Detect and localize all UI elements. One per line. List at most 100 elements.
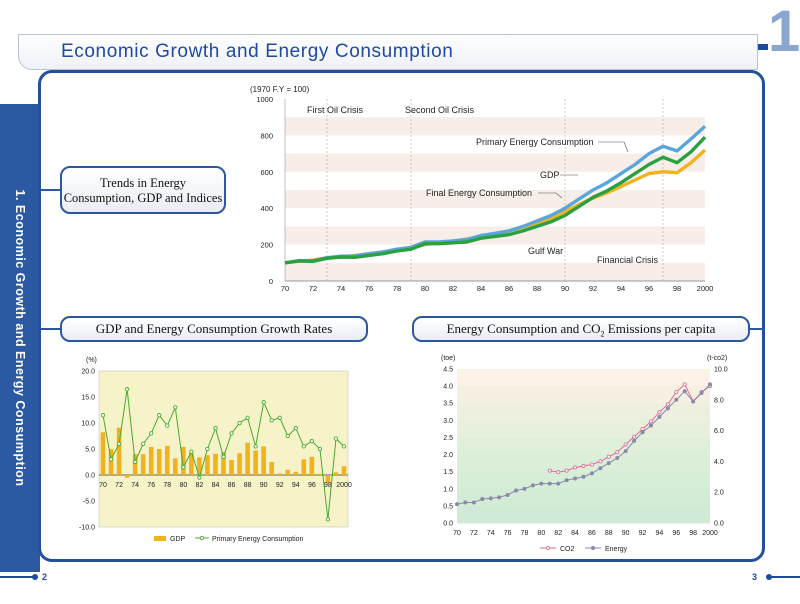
series-point-co2 — [615, 450, 620, 455]
chapter-number: 1 — [768, 0, 800, 64]
x-tick-label: 86 — [588, 530, 596, 537]
gdp-bar — [108, 449, 114, 475]
y-left-tick-label: 3.5 — [443, 401, 453, 408]
x-tick-label: 84 — [212, 482, 220, 489]
series-point-co2 — [623, 442, 628, 447]
y-tick-label: 400 — [260, 204, 273, 213]
plot-band — [457, 454, 710, 473]
series-point-energy — [606, 461, 611, 466]
series-point-energy — [682, 389, 687, 394]
x-tick-label: 2000 — [336, 482, 352, 489]
series-point-energy — [530, 483, 535, 488]
x-tick-label: 74 — [337, 284, 345, 293]
x-tick-label: 88 — [533, 284, 541, 293]
energy-growth-point — [269, 418, 274, 423]
energy-growth-point — [277, 415, 282, 420]
annotation-first-oil-crisis: First Oil Crisis — [307, 105, 363, 115]
x-tick-label: 80 — [537, 530, 545, 537]
gdp-bar — [197, 457, 202, 475]
x-tick-label: 98 — [324, 482, 332, 489]
x-tick-label: 94 — [656, 530, 664, 537]
energy-growth-point — [141, 441, 146, 446]
page-number-left: 2 — [42, 572, 47, 582]
y-left-tick-label: 4.0 — [443, 384, 453, 391]
label-co2-prefix: Energy Consumption and CO — [446, 321, 601, 336]
series-point-co2 — [547, 468, 552, 473]
plot-band — [457, 488, 710, 507]
x-tick-label: 72 — [115, 482, 123, 489]
energy-growth-point — [237, 420, 242, 426]
series-point-co2 — [581, 464, 586, 469]
legend-energy-label: Primary Energy Consumption — [212, 536, 304, 543]
y-axis-title: (%) — [86, 357, 97, 364]
label-growth: GDP and Energy Consumption Growth Rates — [60, 316, 368, 342]
x-tick-label: 94 — [292, 482, 300, 489]
y-left-title: (toe) — [441, 355, 455, 362]
x-tick-label: 76 — [365, 284, 373, 293]
x-tick-label: 78 — [163, 482, 171, 489]
annotation-gulf-war: Gulf War — [528, 246, 563, 256]
gdp-bar — [229, 459, 234, 475]
x-tick-label: 96 — [308, 482, 316, 489]
legend-gdp-swatch — [154, 536, 166, 541]
energy-growth-point — [285, 433, 290, 439]
energy-growth-point — [317, 446, 323, 452]
x-tick-label: 76 — [504, 530, 512, 537]
x-tick-label: 78 — [521, 530, 529, 537]
y-tick-label: 20.0 — [81, 369, 95, 376]
y-left-tick-label: 2.5 — [443, 435, 453, 442]
energy-growth-point — [124, 387, 130, 392]
series-point-co2 — [606, 454, 611, 459]
plot-stripe — [285, 208, 705, 227]
gdp-bar — [285, 469, 291, 475]
plot-band — [457, 471, 710, 490]
y-tick-label: 0 — [269, 277, 273, 286]
plot-stripe — [285, 153, 705, 172]
y-right-tick-label: 8.0 — [714, 397, 724, 404]
y-right-tick-label: 4.0 — [714, 459, 724, 466]
page-title: Economic Growth and Energy Consumption — [61, 41, 454, 62]
series-point-energy — [623, 449, 628, 454]
gdp-bar — [205, 455, 210, 475]
series-point-energy — [699, 390, 704, 395]
y-left-tick-label: 1.5 — [443, 469, 453, 476]
y-left-tick-label: 3.0 — [443, 418, 453, 425]
gdp-bar — [100, 432, 106, 475]
gdp-bar — [333, 472, 339, 475]
y-tick-label: 0.0 — [85, 473, 95, 480]
x-tick-label: 90 — [622, 530, 630, 537]
y-tick-label: 5.0 — [85, 447, 95, 454]
gdp-bar — [221, 452, 226, 475]
x-tick-label: 92 — [589, 284, 597, 293]
series-point-energy — [505, 492, 510, 497]
gdp-bar — [148, 446, 154, 475]
chart-co2-per-capita: (toe) (t-co2) 0.0 0.5 1.0 1.5 2.0 2.5 3.0 3.5 4.0 4… — [441, 355, 728, 553]
energy-growth-point — [221, 454, 226, 459]
series-point-co2 — [632, 434, 637, 439]
y-tick-label: -5.0 — [83, 499, 95, 506]
plot-stripe — [285, 99, 705, 118]
x-tick-label: 82 — [554, 530, 562, 537]
x-tick-label: 96 — [672, 530, 680, 537]
gdp-bar — [325, 475, 331, 483]
label-trends-line1: Trends in Energy — [99, 176, 187, 190]
series-point-energy — [522, 486, 527, 491]
x-tick-label: 84 — [477, 284, 485, 293]
energy-growth-point — [341, 444, 347, 449]
footer-dot-left — [32, 574, 38, 580]
energy-growth-point — [173, 405, 178, 410]
energy-growth-point — [165, 423, 170, 428]
x-tick-label: 72 — [470, 530, 478, 537]
side-band — [0, 104, 40, 572]
x-tick-label: 94 — [617, 284, 625, 293]
series-point-energy — [471, 500, 476, 505]
gdp-bar — [213, 453, 218, 475]
y-tick-label: 10.0 — [81, 421, 95, 428]
gdp-bar — [309, 456, 315, 475]
energy-growth-point — [197, 475, 202, 480]
gdp-bar — [277, 473, 283, 475]
annotation-financial-crisis: Financial Crisis — [597, 255, 659, 265]
y-tick-label: 600 — [260, 168, 273, 177]
y-left-tick-label: 2.0 — [443, 452, 453, 459]
series-point-energy — [581, 474, 586, 479]
